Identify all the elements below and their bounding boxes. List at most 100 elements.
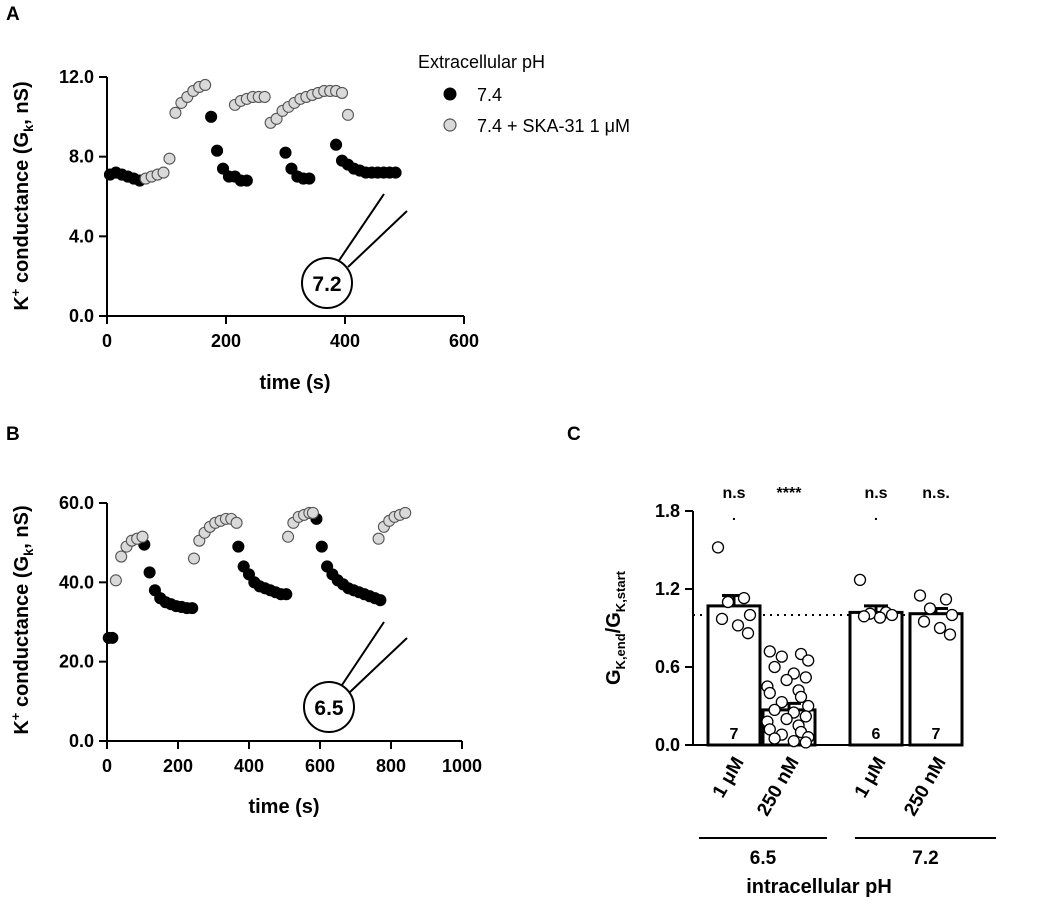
x-tick-label: 200 — [163, 756, 193, 776]
individual-data-point — [741, 627, 755, 640]
individual-data-point — [802, 654, 815, 667]
data-point-control — [285, 162, 298, 175]
legend-black-marker — [443, 87, 457, 101]
significance-dot: . — [874, 507, 878, 523]
data-point-control — [106, 631, 119, 644]
panel-c-xlabel: intracellular pH — [746, 876, 892, 898]
legend-grey-label: 7.4 + SKA-31 1 μM — [477, 116, 630, 136]
data-point-ska31 — [163, 152, 176, 165]
individual-data-point — [857, 610, 871, 623]
individual-data-point — [715, 612, 729, 626]
individual-data-point — [775, 695, 788, 709]
data-point-control — [205, 110, 218, 123]
individual-data-point — [799, 710, 812, 723]
data-point-control — [216, 162, 230, 175]
individual-data-point — [885, 608, 899, 622]
individual-data-point — [913, 589, 927, 602]
individual-data-point — [939, 593, 953, 606]
individual-data-point — [794, 690, 808, 704]
x-tick-label: 1000 — [442, 756, 482, 776]
data-point-control — [232, 540, 245, 553]
data-point-control — [330, 138, 343, 151]
x-tick-label: 800 — [376, 756, 406, 776]
individual-data-point — [731, 619, 745, 632]
data-point-ska31 — [258, 90, 271, 103]
y-tick-label: 40.0 — [59, 572, 94, 592]
group-label: 6.5 — [750, 848, 777, 869]
individual-data-point — [945, 608, 959, 622]
individual-data-point — [711, 541, 725, 554]
y-tick-label: 4.0 — [69, 226, 94, 246]
panel-letter-b: B — [6, 424, 20, 445]
y-tick-label: 0.0 — [69, 306, 94, 326]
category-label: 250 nM — [753, 754, 803, 820]
panel-letter-c: C — [567, 424, 581, 445]
panel-a-chart: 0 200 400 600 0.0 4.0 8.0 12.0 time (s) K+ cond… — [8, 67, 479, 394]
individual-data-point — [917, 615, 931, 628]
x-tick-label: 200 — [211, 331, 241, 351]
individual-data-point — [743, 608, 757, 622]
panel-letter-a: A — [6, 4, 20, 25]
legend-title: Extracellular pH — [418, 52, 545, 72]
n-label: 6 — [872, 726, 881, 743]
significance-dot: . — [732, 507, 736, 523]
significance-label: n.s — [722, 485, 745, 502]
data-point-control — [240, 174, 253, 187]
panel-b-tick-labels: 0 200 400 600 800 1000 0.0 20.0 40.0 60.0 — [59, 493, 482, 776]
y-tick-label: 20.0 — [59, 652, 94, 672]
data-point-ska31 — [399, 506, 412, 519]
panel-c-data-points — [711, 541, 959, 749]
individual-data-point — [799, 671, 812, 684]
individual-data-point — [763, 645, 776, 658]
individual-data-point — [873, 611, 887, 624]
y-tick-label: 1.8 — [655, 501, 680, 521]
individual-data-point — [799, 736, 812, 749]
data-point-control — [143, 566, 156, 579]
individual-data-point — [721, 595, 735, 609]
data-point-ska31 — [109, 574, 122, 587]
data-point-ska31 — [341, 108, 355, 121]
data-point-ska31 — [281, 530, 295, 543]
panel-b-xlabel: time (s) — [248, 796, 319, 818]
data-point-control — [186, 602, 199, 615]
y-tick-label: 0.0 — [655, 735, 680, 755]
x-tick-label: 600 — [305, 756, 335, 776]
data-point-ska31 — [306, 506, 319, 519]
n-label: 7 — [932, 726, 941, 743]
panel-b-callout-line-2 — [349, 637, 408, 693]
panel-b-chart: 0 200 400 600 800 1000 0.0 20.0 40.0 60.0 time (s… — [8, 493, 482, 818]
individual-data-point — [768, 660, 781, 674]
individual-data-point — [787, 734, 800, 748]
data-point-ska31 — [199, 78, 212, 92]
category-label: 250 nM — [900, 754, 950, 820]
data-point-ska31 — [230, 516, 243, 529]
individual-data-point — [775, 650, 788, 663]
y-tick-label: 60.0 — [59, 493, 94, 513]
x-tick-label: 0 — [102, 331, 112, 351]
panel-a-tick-labels: 0 200 400 600 0.0 4.0 8.0 12.0 — [59, 67, 479, 351]
panel-b-data-points — [102, 506, 412, 644]
individual-data-point — [933, 621, 947, 635]
significance-label: **** — [777, 485, 803, 502]
group-label: 7.2 — [912, 848, 938, 869]
category-label: 1 μM — [851, 754, 891, 802]
individual-data-point — [763, 686, 776, 700]
legend-black-label: 7.4 — [477, 85, 502, 105]
x-tick-label: 0 — [102, 756, 112, 776]
panel-a-inset-circle — [301, 257, 353, 309]
y-tick-label: 8.0 — [69, 147, 94, 167]
y-tick-label: 12.0 — [59, 67, 94, 87]
data-point-ska31 — [187, 552, 201, 565]
data-point-control — [315, 540, 328, 553]
y-tick-label: 0.0 — [69, 731, 94, 751]
data-point-ska31 — [157, 166, 170, 179]
panel-c-tick-labels: 0.0 0.6 1.2 1.8 — [655, 501, 680, 755]
x-tick-label: 600 — [449, 331, 479, 351]
x-tick-label: 400 — [330, 331, 360, 351]
legend: Extracellular pH 7.4 7.4 + SKA-31 1 μM — [418, 52, 630, 136]
panel-a-ylabel: K+ conductance (Gk, nS) — [8, 81, 36, 310]
individual-data-point — [923, 602, 937, 615]
y-tick-label: 1.2 — [655, 579, 680, 599]
data-point-ska31 — [136, 530, 149, 543]
